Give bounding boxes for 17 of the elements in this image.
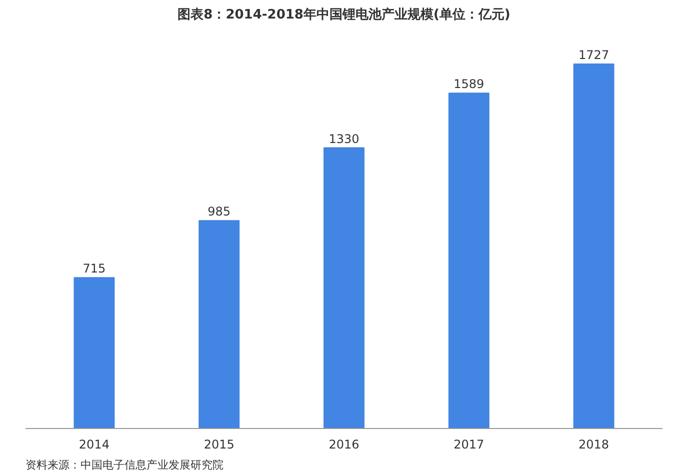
data-label: 1330 [328,132,360,146]
bar [198,220,240,428]
x-tick-label: 2016 [328,438,360,452]
x-tick-label: 2017 [454,438,484,452]
x-tick-label: 2014 [78,438,110,452]
bar [448,92,490,428]
data-label: 715 [82,262,106,276]
text: 资料来源：中国电子信息产业发展研究院 [26,458,224,472]
bar [74,277,115,428]
data-label: 1727 [578,48,610,62]
chart-title: 图表8：2014-2018年中国锂电池产业规模(单位：亿元) [178,6,510,22]
x-tick-label: 2018 [578,438,610,452]
x-tick-label: 2015 [204,438,234,452]
data-label: 985 [208,204,231,219]
data-label: 1589 [454,77,484,92]
bar [573,63,614,428]
bar [324,147,364,428]
